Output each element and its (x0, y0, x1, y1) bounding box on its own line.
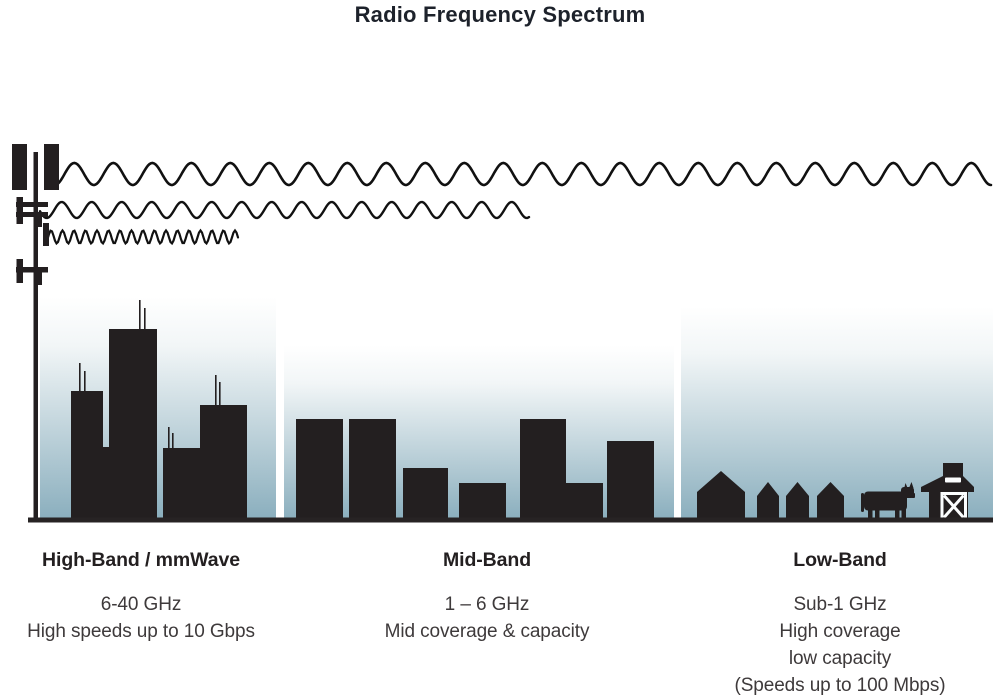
building (200, 405, 247, 518)
house (697, 471, 745, 518)
low-band-wave (50, 161, 993, 187)
ground-line (28, 517, 993, 523)
mid-band-frequency: 1 – 6 GHz (444, 594, 530, 615)
building (109, 329, 157, 518)
low-band-description-2: low capacity (788, 648, 892, 669)
tower-antenna-panel (44, 144, 59, 190)
tower-antenna-panel (16, 212, 48, 217)
tower-antenna-panel (16, 197, 23, 224)
mid-band-wave (38, 200, 531, 220)
high-band-heading: High-Band / mmWave (42, 549, 240, 571)
building-antenna (144, 308, 146, 331)
mid-band-description: Mid coverage & capacity (384, 621, 590, 642)
building (403, 468, 448, 518)
high-band-frequency: 6-40 GHz (100, 594, 182, 615)
high-band-wave (44, 228, 240, 246)
cow-icon (861, 482, 915, 518)
tower-antenna-panel (12, 144, 27, 190)
high-band-description: High speeds up to 10 Gbps (27, 621, 255, 642)
low-band-label-group: Low-Band Sub-1 GHz High coverage low cap… (670, 549, 1000, 699)
page-title: Radio Frequency Spectrum (354, 2, 646, 27)
low-band-heading: Low-Band (793, 549, 887, 571)
building-antenna (168, 427, 170, 450)
mid-band-label-group: Mid-Band 1 – 6 GHz Mid coverage & capaci… (317, 549, 657, 645)
building (459, 483, 506, 518)
mid-band-heading: Mid-Band (442, 549, 532, 571)
high-band-label-group: High-Band / mmWave 6-40 GHz High speeds … (0, 549, 311, 645)
barn-icon (921, 463, 974, 519)
building (607, 441, 654, 518)
low-band-frequency: Sub-1 GHz (793, 594, 887, 615)
tower-antenna-panel (37, 215, 42, 227)
house (757, 482, 779, 518)
house (817, 482, 844, 518)
building (296, 419, 343, 518)
tower-antenna-panel (43, 223, 49, 246)
tower-antenna-panel (16, 267, 48, 273)
building-antenna (139, 300, 141, 331)
tower-antenna-panel (37, 272, 42, 285)
houses (697, 471, 844, 518)
building-antenna (79, 363, 81, 393)
building (103, 447, 109, 518)
high-band-city (71, 300, 247, 518)
barn-loft-vent (945, 477, 961, 483)
building (163, 448, 200, 518)
low-band-description-1: High coverage (779, 621, 901, 642)
building-antenna (84, 371, 86, 393)
building (349, 419, 396, 518)
radio-waves (38, 161, 993, 246)
building-antenna (172, 433, 174, 450)
tower-antenna-panel (16, 259, 23, 283)
building-antenna (219, 382, 221, 407)
low-band-description-3: (Speeds up to 100 Mbps) (734, 675, 946, 696)
tower-antenna-panel (16, 202, 48, 207)
building (520, 419, 566, 518)
house (786, 482, 809, 518)
cell-tower-icon (12, 144, 59, 522)
building (71, 391, 103, 518)
building (566, 483, 603, 518)
mid-band-city (296, 419, 654, 518)
building-antenna (215, 375, 217, 407)
low-band-farm (697, 463, 974, 519)
tower-pole (33, 152, 38, 522)
